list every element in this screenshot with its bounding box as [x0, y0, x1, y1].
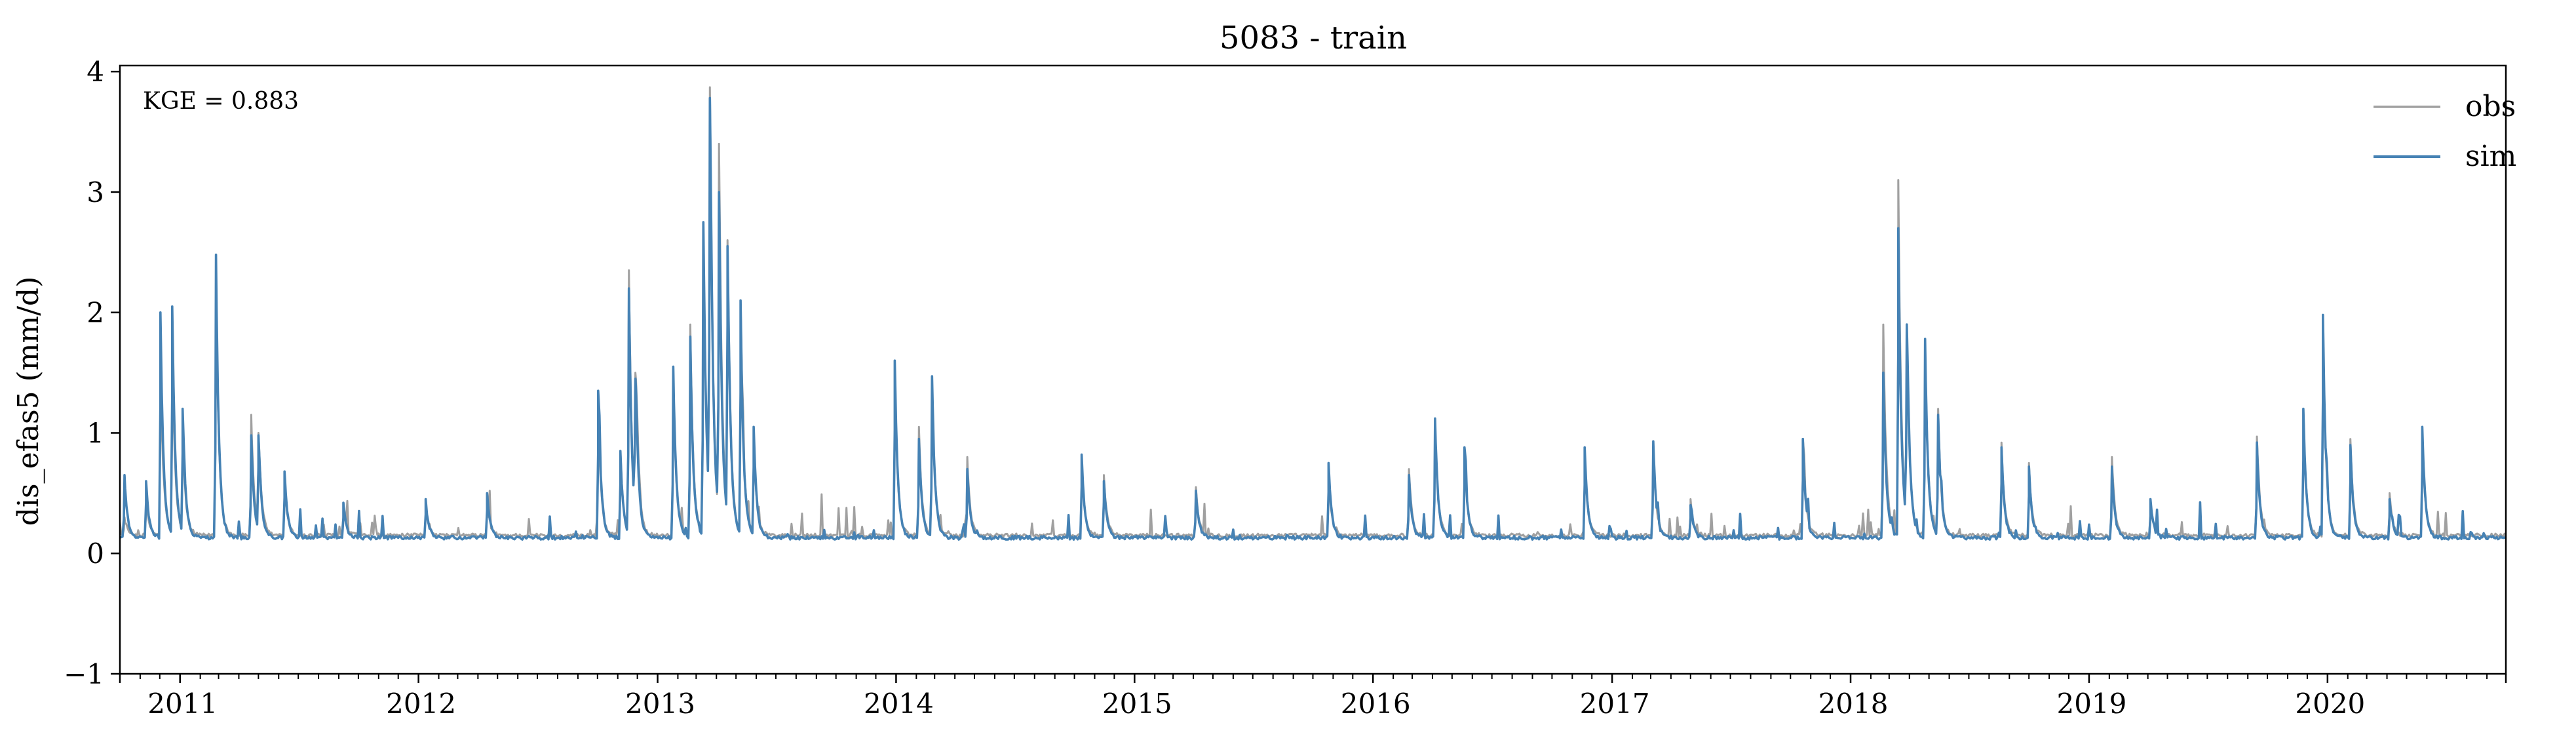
legend-label-obs: obs	[2465, 90, 2516, 123]
series-line-obs	[120, 86, 2506, 538]
x-axis-ticks: 2011 2012 2013 2014 2015 2016 2017 2018 2019 2020	[119, 674, 2507, 720]
x-tick-label: 2016	[1341, 688, 1411, 720]
legend-label-sim: sim	[2465, 140, 2516, 173]
x-tick-label: 2013	[625, 688, 695, 720]
y-tick-label: 3	[87, 176, 104, 208]
x-tick-label: 2011	[147, 688, 218, 720]
y-axis-label: dis_efas5 (mm/d)	[12, 277, 45, 526]
x-tick-label: 2019	[2056, 688, 2126, 720]
kge-annotation: KGE = 0.883	[143, 88, 299, 115]
y-tick-label: 0	[87, 537, 104, 570]
legend: obs sim	[2374, 90, 2516, 173]
x-tick-label: 2015	[1102, 688, 1172, 720]
chart-title: 5083 - train	[1220, 20, 1407, 56]
y-tick-label: 1	[87, 417, 104, 449]
y-tick-label: 2	[87, 297, 104, 329]
x-tick-label: 2018	[1818, 688, 1889, 720]
plot-frame	[119, 64, 2507, 675]
y-axis-ticks: −1 0 1 2 3 4	[64, 56, 120, 690]
x-tick-label: 2017	[1580, 688, 1650, 720]
x-tick-label: 2014	[864, 688, 934, 720]
y-tick-label: 4	[87, 56, 104, 88]
y-tick-label: −1	[64, 658, 104, 690]
x-tick-label: 2012	[386, 688, 456, 720]
x-tick-label: 2020	[2295, 688, 2365, 720]
series-line-sim	[120, 96, 2506, 541]
